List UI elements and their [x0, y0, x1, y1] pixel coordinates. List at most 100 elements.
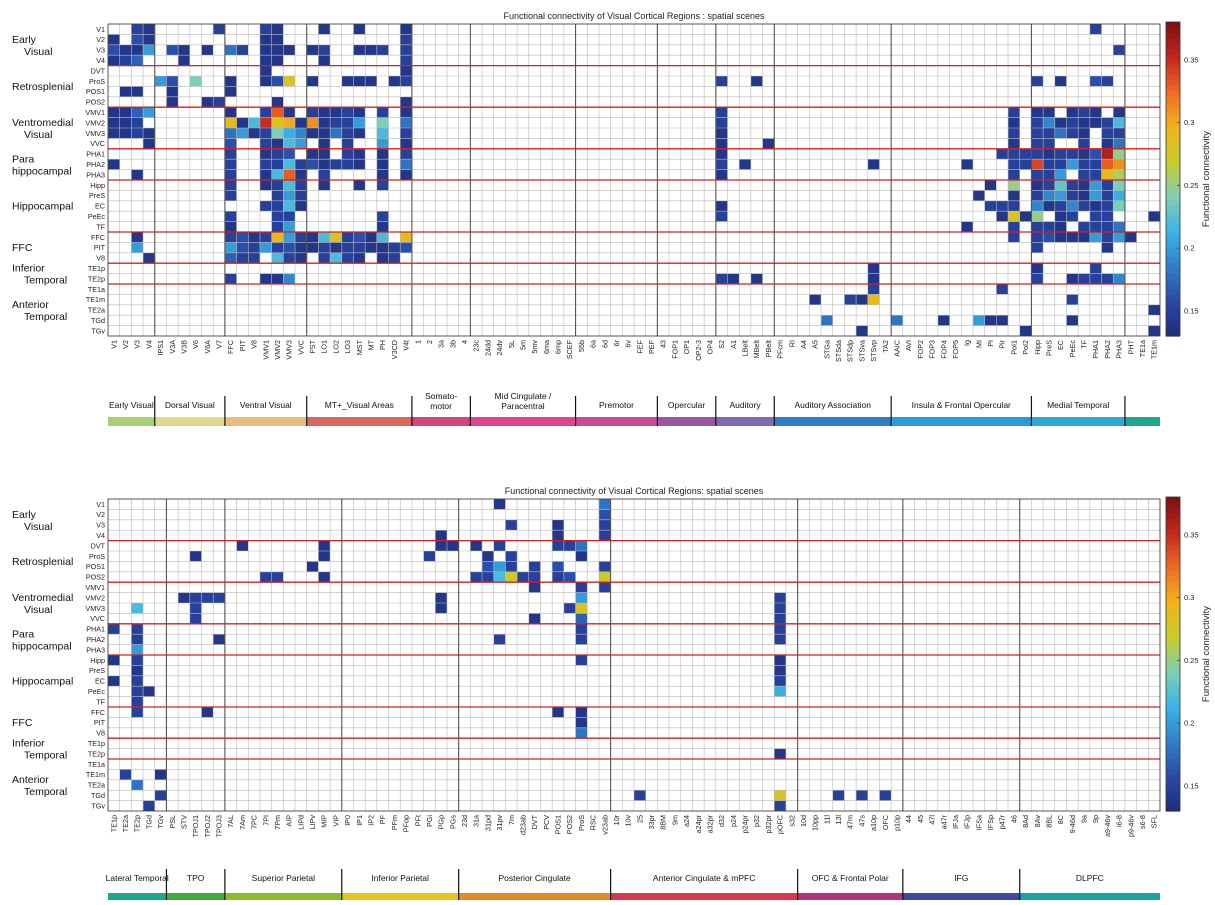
panel1-heatmap-cell — [259, 159, 272, 170]
panel1-heatmap-cell — [376, 242, 389, 253]
panel1-heatmap-cell — [259, 24, 272, 35]
panel1-column-tick-label: OP1 — [682, 340, 691, 354]
panel1-heatmap-cell — [762, 138, 775, 149]
panel1-column-tick-label: MBelt — [752, 340, 761, 358]
panel2-column-group-label: IFG — [954, 873, 968, 883]
panel2-colorbar-segment — [1166, 554, 1180, 561]
panel2-column-tick-label: RSC — [589, 815, 598, 830]
panel1-colorbar-segment — [1166, 95, 1180, 102]
panel2-column-tick-label: IP0 — [343, 815, 352, 826]
panel1-heatmap-cell — [1008, 159, 1020, 170]
panel1-heatmap-cell — [341, 107, 354, 118]
panel1-heatmap-cell — [189, 76, 202, 87]
panel1-heatmap-cell — [1031, 117, 1044, 128]
panel1-heatmap-cell — [295, 117, 307, 128]
panel1-row-tick-label: VVC — [90, 139, 105, 148]
panel2-heatmap-cell — [482, 551, 494, 562]
panel1-heatmap-cell — [341, 138, 354, 149]
panel2-row-tick-label: FFC — [91, 708, 105, 717]
panel1-heatmap-cell — [376, 107, 389, 118]
panel1-heatmap-cell — [1089, 221, 1102, 232]
panel2-colorbar-segment — [1166, 800, 1180, 807]
panel1-heatmap-cell — [1101, 138, 1114, 149]
panel1-heatmap-cell — [400, 96, 412, 108]
panel2-colorbar-tick-label: 0.35 — [1184, 530, 1199, 539]
panel1-column-tick-label: LO1 — [320, 340, 329, 354]
panel2-heatmap-cell — [505, 561, 518, 572]
panel1-column-tick-label: OP4 — [705, 340, 714, 354]
panel1-heatmap-cell — [400, 138, 412, 149]
panel2-colorbar-segment — [1166, 748, 1180, 755]
panel2-heatmap-cell — [201, 592, 214, 603]
panel1-heatmap-cell — [1043, 232, 1055, 243]
panel1-heatmap-cell — [1078, 169, 1090, 180]
panel1-column-tick-label: TA2 — [881, 340, 890, 353]
panel2-heatmap-cell — [435, 592, 447, 603]
panel1-column-tick-label: Hipp — [1033, 340, 1042, 355]
panel1-heatmap-cell — [400, 76, 412, 87]
panel1-column-tick-label: PBelt — [764, 340, 773, 357]
panel2-heatmap-cell — [832, 790, 845, 801]
panel2-heatmap-cell — [774, 592, 786, 603]
panel1-colorbar-segment — [1166, 137, 1180, 143]
panel1-heatmap-cell — [306, 159, 319, 170]
panel2-column-tick-label: 9p — [1091, 815, 1100, 823]
panel1-heatmap-cell — [119, 86, 132, 97]
panel1-row-tick-label: PHA1 — [86, 150, 105, 159]
panel1-column-tick-label: FST — [308, 339, 317, 353]
panel1-column-tick-label: V4t — [402, 340, 411, 351]
panel1-heatmap-cell — [236, 252, 249, 264]
panel2-colorbar-segment — [1166, 758, 1180, 765]
panel1-column-tick-label: PHT — [1126, 339, 1135, 354]
panel1-heatmap-cell — [1078, 190, 1090, 201]
panel1-heatmap-cell — [295, 190, 307, 201]
panel1-heatmap-cell — [1148, 325, 1160, 336]
panel1-colorbar-segment — [1166, 179, 1180, 185]
panel2-heatmap-cell — [774, 665, 786, 676]
panel1-heatmap-cell — [166, 76, 179, 87]
panel1-heatmap-cell — [715, 107, 728, 118]
panel2-row-group-label: FFC — [12, 717, 33, 729]
panel1-colorbar-segment — [1166, 90, 1180, 96]
panel1-heatmap-cell — [809, 294, 822, 305]
panel1-heatmap-cell — [295, 200, 307, 212]
panel1-heatmap-cell — [259, 76, 272, 87]
panel1-column-tick-label: FOP5 — [951, 340, 960, 359]
panel1-heatmap-cell — [365, 76, 377, 87]
panel2-column-tick-label: 11l — [822, 815, 831, 824]
panel2-heatmap-cell — [131, 696, 144, 707]
panel2-column-tick-label: ProS — [577, 815, 586, 831]
panel1-colorbar-segment — [1166, 273, 1180, 280]
panel2-row-tick-label: POS1 — [86, 562, 105, 571]
panel2-column-tick-label: IFSp — [986, 815, 995, 830]
panel2-heatmap-cell — [774, 603, 786, 614]
panel1-column-tick-label: FOP4 — [939, 340, 948, 359]
panel1-column-tick-label: STSdp — [846, 340, 855, 362]
panel2-column-tick-label: PGp — [437, 815, 446, 829]
panel2-column-tick-label: IP1 — [355, 815, 364, 826]
panel2-row-tick-label: PeEc — [88, 687, 106, 696]
panel1-heatmap-cell — [119, 55, 132, 66]
panel1-heatmap-cell — [271, 148, 284, 160]
panel2-row-tick-label: PIT — [94, 718, 106, 727]
panel1-row-tick-label: V1 — [96, 25, 105, 34]
panel1-row-group-label: hippocampal — [12, 165, 72, 177]
panel2-column-tick-label: p24 — [729, 815, 738, 827]
panel1-colorbar-segment — [1166, 79, 1180, 86]
panel1-heatmap-cell — [1066, 159, 1079, 170]
panel1-row-tick-label: V8 — [96, 254, 105, 263]
panel2-row-group-label: Para — [12, 628, 34, 640]
panel2-row-tick-label: VMV3 — [85, 604, 105, 613]
panel1-heatmap-cell — [283, 232, 296, 243]
panel2-row-group-label: Retrosplenial — [12, 556, 73, 568]
panel2-heatmap-cell — [598, 509, 611, 520]
panel1-column-tick-label: A5 — [811, 340, 820, 349]
panel1-column-tick-label: VMV3 — [285, 340, 294, 360]
panel1-heatmap-cell — [353, 180, 366, 191]
panel2-column-tick-label: 9-46d — [1068, 815, 1077, 833]
panel2-column-tick-label: p32 — [752, 815, 761, 827]
panel1-heatmap-cell — [1031, 180, 1044, 191]
panel1-column-group-label: MT+_Visual Areas — [325, 400, 394, 410]
panel1-row-group-label: Retrosplenial — [12, 81, 73, 93]
